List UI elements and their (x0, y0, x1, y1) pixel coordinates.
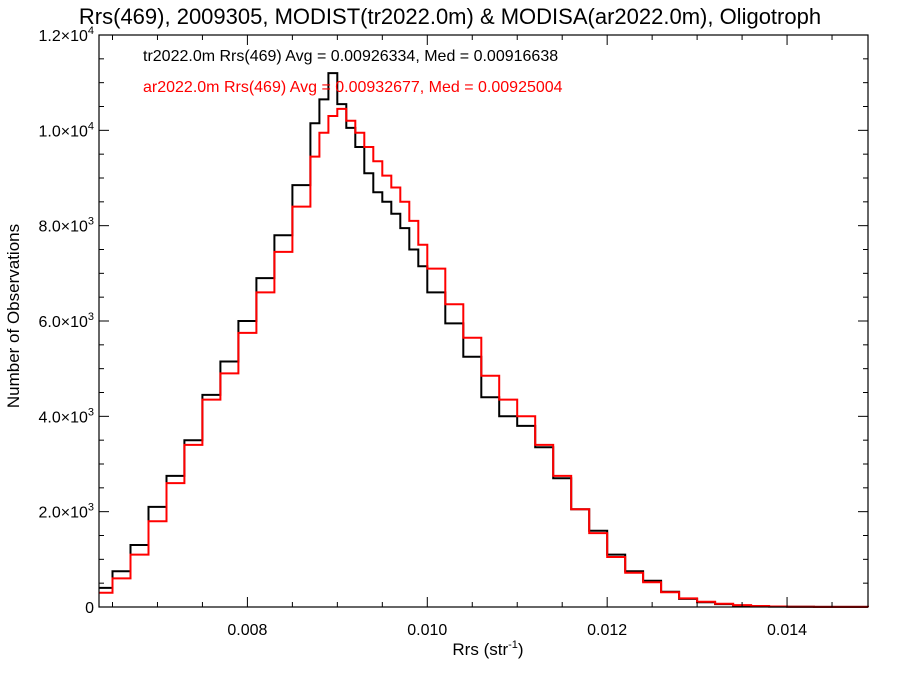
chart-title: Rrs(469), 2009305, MODIST(tr2022.0m) & M… (79, 4, 821, 29)
series-line-1 (99, 107, 869, 608)
x-tick-label: 0.012 (587, 622, 627, 639)
y-tick-label: 0 (85, 600, 94, 617)
x-tick-label: 0.008 (227, 622, 267, 639)
y-axis-label: Number of Observations (4, 224, 23, 408)
x-tick-label: 0.014 (767, 622, 807, 639)
y-tick-label: 2.0×103 (38, 502, 94, 522)
series-line-0 (99, 72, 869, 608)
y-tick-label: 6.0×103 (38, 311, 94, 331)
tick-layer: 0.008 0.010 0.012 0.014 0 2.0×103 4.0×103 6.0×1… (38, 25, 868, 639)
legend-entry-black-series: tr2022.0m Rrs(469) Avg = 0.00926334, Med… (143, 48, 558, 65)
y-tick-label: 1.0×104 (38, 120, 94, 140)
plot-frame (98, 34, 869, 608)
x-axis-label-sup: -1 (508, 639, 518, 651)
x-axis-label-tail: ) (518, 640, 524, 659)
x-axis-label-base: Rrs (str (452, 640, 508, 659)
y-tick-label: 8.0×103 (38, 216, 94, 236)
y-tick-label: 1.2×104 (38, 25, 94, 45)
x-axis-label: Rrs (str-1) (452, 639, 523, 659)
series-layer (99, 72, 869, 608)
legend-entry-red-series: ar2022.0m Rrs(469) Avg = 0.00932677, Med… (143, 79, 563, 96)
y-tick-label: 4.0×103 (38, 406, 94, 426)
x-tick-label: 0.010 (407, 622, 447, 639)
